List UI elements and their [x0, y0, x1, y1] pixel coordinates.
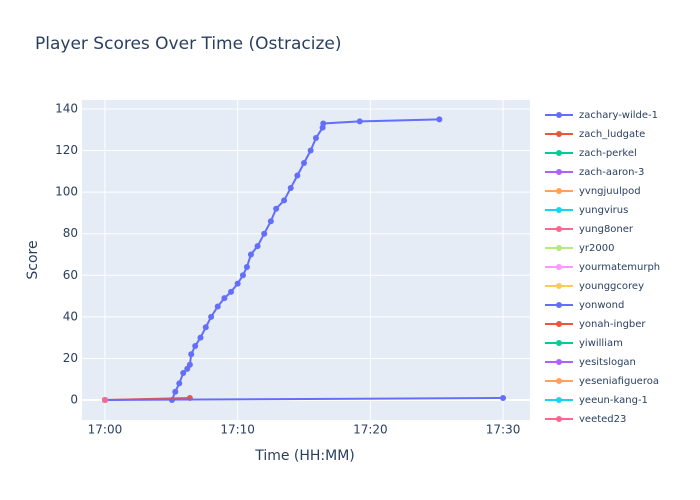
data-point	[500, 394, 507, 401]
y-tick-label: 20	[63, 351, 78, 365]
data-point	[176, 380, 183, 387]
data-point	[301, 160, 308, 167]
data-point	[267, 218, 274, 225]
data-point	[273, 205, 280, 212]
y-tick-label: 100	[55, 185, 78, 199]
legend-label: younggcorey	[579, 281, 644, 292]
legend-marker	[556, 245, 562, 251]
data-point	[239, 272, 246, 279]
legend-label: yonwond	[579, 300, 624, 311]
legend-label: zach_ludgate	[579, 129, 645, 140]
x-tick-label: 17:10	[220, 423, 255, 437]
data-point	[261, 230, 268, 237]
x-tick-label: 17:30	[486, 423, 521, 437]
data-point	[320, 120, 327, 127]
data-point	[436, 116, 443, 123]
x-axis-title: Time (HH:MM)	[254, 448, 355, 464]
data-point	[254, 243, 261, 250]
series-line	[104, 396, 504, 402]
legend-marker	[556, 397, 562, 403]
legend-label: yesitslogan	[579, 357, 636, 368]
data-point	[197, 334, 204, 341]
legend-label: zach-aaron-3	[579, 167, 644, 178]
data-point	[307, 147, 314, 154]
y-tick-label: 80	[63, 226, 78, 240]
legend-marker	[556, 340, 562, 346]
legend-marker	[556, 378, 562, 384]
legend-label: yonah-ingber	[579, 319, 646, 330]
legend-marker	[556, 207, 562, 213]
legend-label: zach-perkel	[579, 148, 637, 159]
data-point	[172, 388, 179, 395]
y-tick-label: 140	[55, 101, 78, 115]
legend-marker	[556, 359, 562, 365]
data-point	[312, 135, 319, 142]
x-tick-label: 17:00	[88, 423, 123, 437]
legend-label: yeseniafigueroa	[579, 376, 659, 387]
data-point	[356, 118, 363, 125]
data-point	[294, 172, 301, 179]
legend-label: yourmatemurph	[579, 262, 660, 273]
data-point	[208, 313, 215, 320]
legend-marker	[556, 264, 562, 270]
y-tick-label: 60	[63, 268, 78, 282]
legend-marker	[556, 226, 562, 232]
legend-label: yeeted23	[579, 414, 626, 425]
legend: zachary-wilde-1 zach_ludgate zach-perkel za…	[545, 110, 660, 425]
chart-title: Player Scores Over Time (Ostracize)	[35, 34, 342, 54]
data-point	[202, 324, 209, 331]
x-tick-label: 17:20	[353, 423, 388, 437]
legend-label: yvngjuulpod	[579, 186, 641, 197]
y-tick-label: 40	[63, 309, 78, 323]
data-point	[281, 197, 288, 204]
data-point	[287, 184, 294, 191]
plot-area	[82, 100, 530, 420]
legend-marker	[556, 321, 562, 327]
y-axis-title: Score	[25, 240, 41, 279]
plot	[101, 116, 507, 404]
y-tick-label: 120	[55, 143, 78, 157]
data-point	[101, 397, 108, 404]
legend-marker	[556, 283, 562, 289]
data-point	[247, 251, 254, 258]
legend-label: yiwilliam	[579, 338, 623, 349]
legend-marker	[556, 188, 562, 194]
legend-marker	[556, 150, 562, 156]
data-point	[188, 351, 195, 358]
legend-marker	[556, 302, 562, 308]
data-point	[192, 342, 199, 349]
legend-marker	[556, 169, 562, 175]
legend-label: yung8oner	[579, 224, 634, 235]
legend-marker	[556, 416, 562, 422]
data-point	[180, 370, 187, 377]
grid: 0 20 40 60 80 100 120 140 17:00 17:10 17:20 17:30	[55, 100, 530, 437]
legend-marker	[556, 131, 562, 137]
legend-label: zachary-wilde-1	[579, 110, 658, 121]
legend-label: yungvirus	[579, 205, 628, 216]
y-tick-label: 0	[70, 393, 78, 407]
data-point	[186, 361, 193, 368]
legend-label: yeeun-kang-1	[579, 395, 648, 406]
legend-label: yr2000	[579, 243, 614, 254]
data-point	[221, 295, 228, 302]
data-point	[243, 263, 250, 270]
legend-marker	[556, 112, 562, 118]
data-point	[228, 288, 235, 295]
data-point	[214, 303, 221, 310]
data-point	[234, 280, 241, 287]
